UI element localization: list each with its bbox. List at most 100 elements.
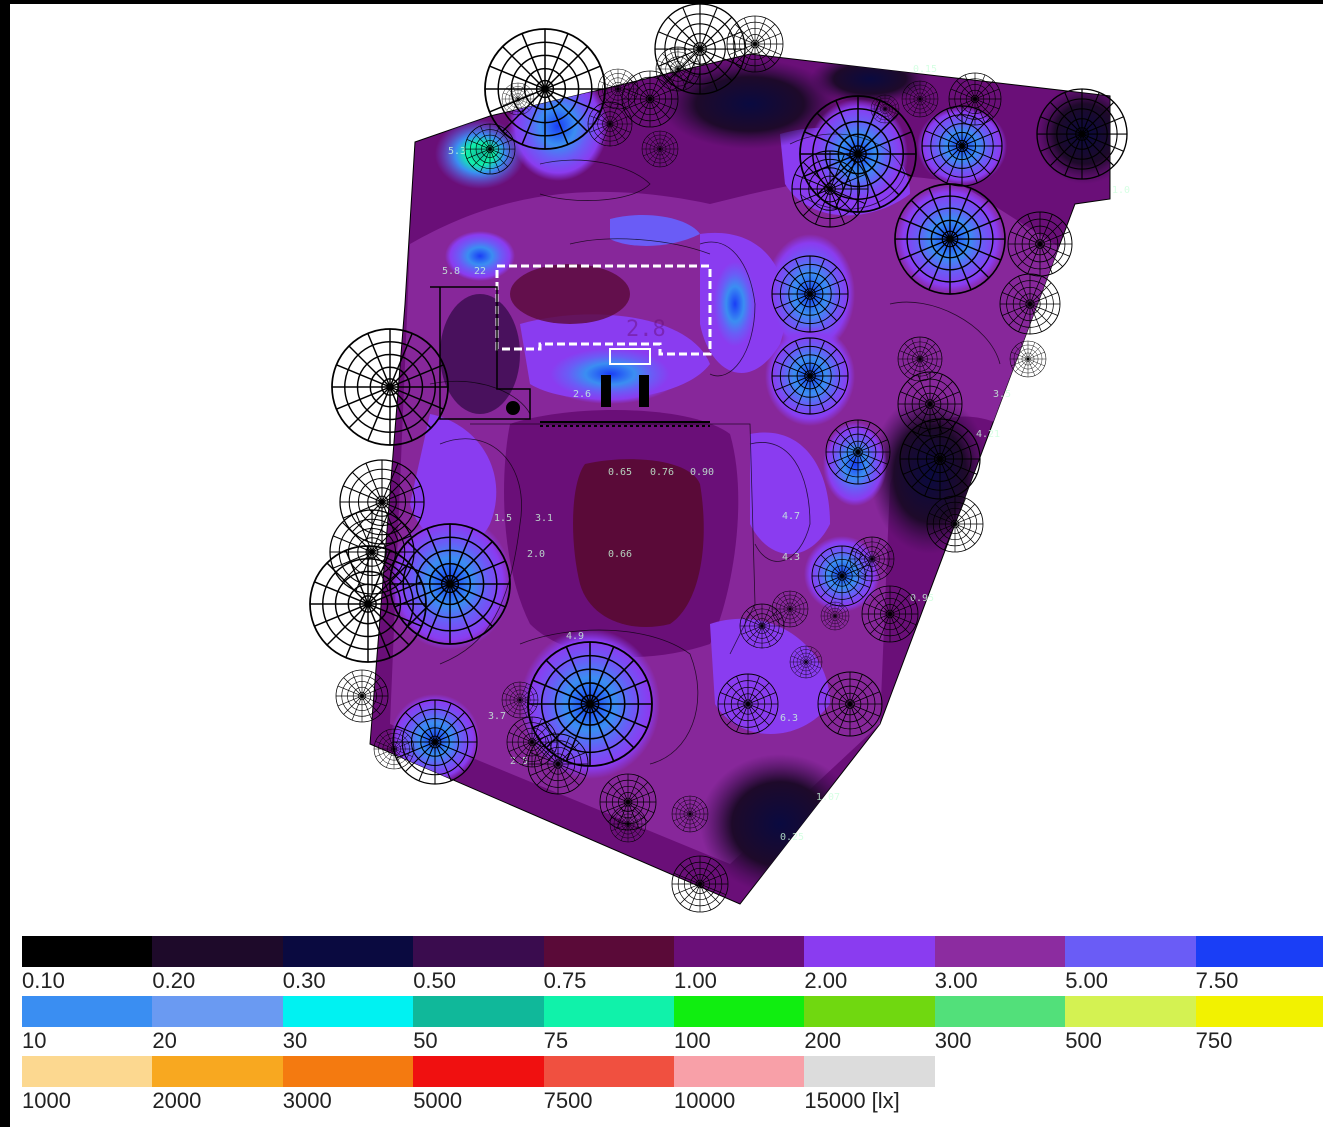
legend-row: 0.10 0.20 0.30 0.50 0.75 1.00 2.00 3.00 5.00 7.50 — [22, 936, 1323, 996]
tree-symbol — [772, 256, 848, 332]
value-label: 0.76 — [650, 467, 674, 478]
tree-symbol — [871, 95, 899, 123]
legend-label: 15000 [lx] — [804, 1088, 900, 1113]
tree-symbol — [790, 646, 822, 678]
legend-swatch — [22, 1056, 153, 1087]
legend-label: 50 — [413, 1028, 438, 1053]
building-outline — [430, 264, 712, 420]
tree-symbol — [862, 586, 918, 642]
legend-label: 300 — [934, 1028, 972, 1053]
legend-label: 20 — [152, 1028, 177, 1053]
legend-swatch — [1195, 996, 1323, 1027]
tree-symbol — [502, 83, 534, 115]
tree-symbol — [792, 151, 868, 227]
tree-symbol — [485, 29, 605, 149]
value-label: 5.8 — [442, 266, 460, 277]
tree-symbol — [1037, 89, 1127, 179]
legend-label: 2.00 — [804, 968, 848, 993]
legend-swatch — [413, 936, 544, 967]
legend-row: 1000 2000 3000 5000 7500 10000 15000 [lx] — [22, 1056, 1323, 1116]
legend-swatch — [413, 996, 544, 1027]
value-label: 0.15 — [913, 64, 937, 75]
tree-symbol — [821, 602, 849, 630]
tree-symbol — [826, 420, 890, 484]
legend-label: 750 — [1195, 1028, 1233, 1053]
value-label: 0.90 — [690, 467, 714, 478]
tree-symbol — [528, 642, 652, 766]
legend-swatch — [282, 996, 414, 1027]
value-label: 1.07 — [816, 792, 840, 803]
tree-symbol — [502, 682, 538, 718]
value-label: 22 — [474, 266, 486, 277]
legend-label: 5000 — [413, 1088, 463, 1113]
tree-symbol — [390, 524, 510, 644]
tree-symbol — [340, 460, 424, 544]
tree-symbol — [336, 670, 388, 722]
legend-label: 3.00 — [934, 968, 978, 993]
legend-label: 30 — [282, 1028, 308, 1053]
legend-swatch — [152, 1056, 283, 1087]
legend-label: 0.10 — [22, 968, 65, 993]
value-label: 4.7 — [782, 511, 800, 522]
illuminance-plot: 5.3 5.8 22 2.8 2.0 2.6 3.1 3.5 4.21 0.65… — [10, 4, 1323, 1127]
legend-swatch — [1195, 936, 1323, 967]
legend-label: 10000 — [674, 1088, 736, 1113]
illuminance-legend: 0.10 0.20 0.30 0.50 0.75 1.00 2.00 3.00 5.00 7.50… — [22, 936, 1323, 1116]
tree-symbol — [374, 729, 414, 769]
legend-label: 1.00 — [674, 968, 717, 993]
tree-symbol — [949, 73, 1001, 125]
legend-swatch — [674, 1056, 805, 1087]
legend-label: 7500 — [543, 1088, 593, 1113]
legend-label: 1000 — [22, 1088, 71, 1113]
tree-symbol — [528, 734, 588, 794]
legend-label: 100 — [674, 1028, 711, 1053]
legend-swatch — [282, 936, 414, 967]
legend-label: 0.20 — [152, 968, 196, 993]
tree-symbol — [610, 806, 646, 842]
value-label: 4.21 — [976, 429, 1000, 440]
tree-symbol — [1010, 341, 1046, 377]
value-label: 2.8 — [626, 317, 666, 342]
legend-label: 10 — [22, 1028, 47, 1053]
legend-swatch — [413, 1056, 544, 1087]
tree-symbol — [588, 102, 632, 146]
tree-symbol — [656, 47, 700, 91]
value-label: 2.6 — [573, 389, 591, 400]
tree-symbol — [393, 700, 477, 784]
legend-swatch — [934, 936, 1066, 967]
tree-symbol — [902, 81, 938, 117]
legend-swatch — [1065, 996, 1196, 1027]
value-label: 1.5 — [494, 513, 512, 524]
legend-swatch — [22, 936, 153, 967]
site-illuminance-map: 5.3 5.8 22 2.8 2.0 2.6 3.1 3.5 4.21 0.65… — [10, 4, 1323, 924]
legend-label: 0.75 — [543, 968, 587, 993]
legend-label: 500 — [1065, 1028, 1102, 1053]
value-label: 0.25 — [780, 832, 804, 843]
tree-symbol — [718, 674, 778, 734]
legend-label: 0.30 — [282, 968, 326, 993]
legend-swatch — [152, 936, 283, 967]
tree-symbol — [898, 372, 962, 436]
illuminance-value-labels: 5.3 5.8 22 2.8 2.0 2.6 3.1 3.5 4.21 0.65… — [442, 64, 1130, 843]
tree-symbol — [1008, 212, 1072, 276]
tree-symbol — [772, 591, 808, 627]
tree-symbol — [642, 131, 678, 167]
tree-symbol — [927, 496, 983, 552]
tree-symbol — [740, 604, 784, 648]
tree-symbol — [465, 124, 515, 174]
legend-swatch — [282, 1056, 414, 1087]
value-label: 4.3 — [782, 552, 800, 563]
value-label: 3.1 — [535, 513, 553, 524]
legend-swatch — [934, 996, 1066, 1027]
legend-swatch — [152, 996, 283, 1027]
legend-label: 7.50 — [1195, 968, 1239, 993]
legend-swatch — [543, 936, 674, 967]
legend-swatch — [22, 996, 153, 1027]
tree-symbol — [672, 796, 708, 832]
legend-swatch — [674, 936, 805, 967]
legend-label: 5.00 — [1065, 968, 1109, 993]
legend-label: 75 — [543, 1028, 569, 1053]
tree-symbol — [895, 184, 1005, 294]
value-label: 2.0 — [527, 549, 545, 560]
tree-symbol — [332, 329, 448, 445]
